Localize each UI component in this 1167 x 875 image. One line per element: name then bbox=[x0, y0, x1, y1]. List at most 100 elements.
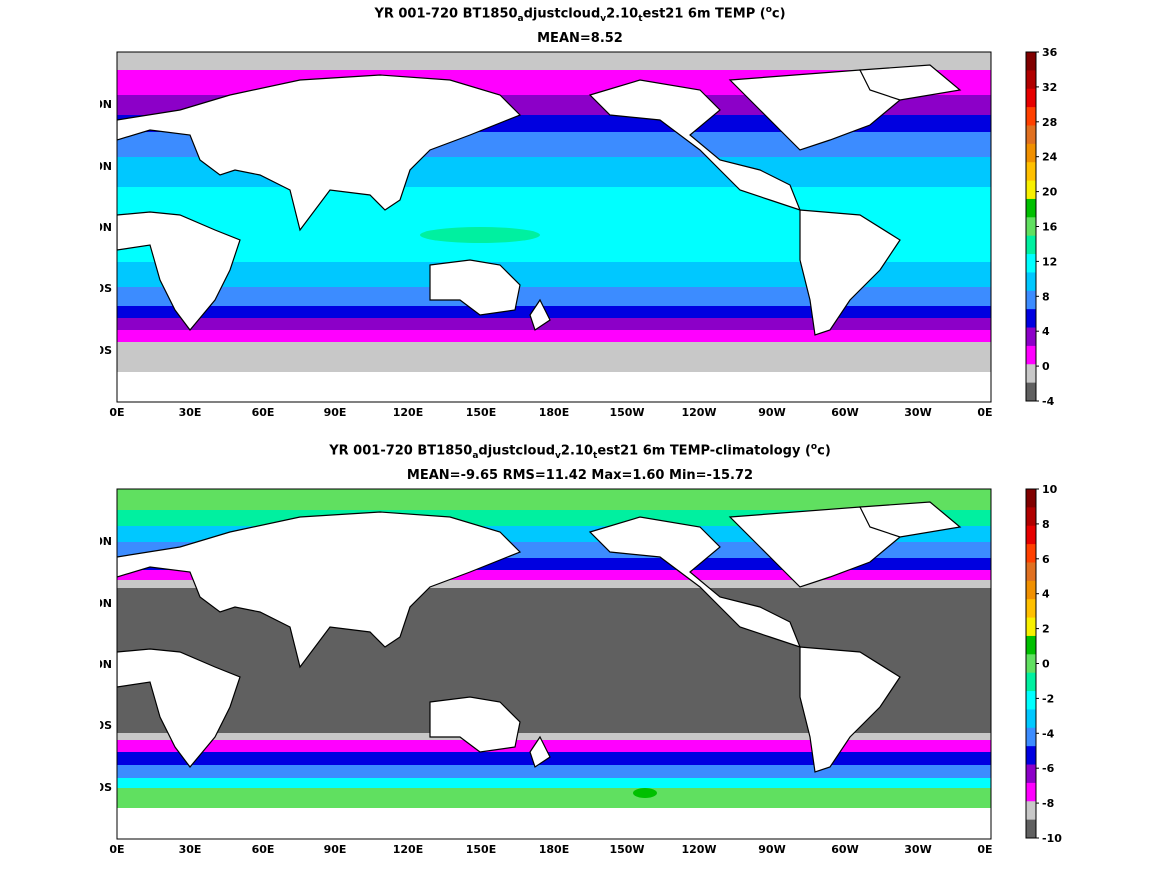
svg-text:0E: 0E bbox=[109, 406, 124, 419]
colorbar-swatch bbox=[1026, 580, 1036, 600]
colorbar-swatch bbox=[1026, 290, 1036, 310]
svg-text:120W: 120W bbox=[681, 843, 716, 856]
colorbar-swatch bbox=[1026, 125, 1036, 145]
svg-text:30N: 30N bbox=[100, 597, 112, 610]
svg-text:30N: 30N bbox=[100, 160, 112, 173]
svg-text:60S: 60S bbox=[100, 781, 112, 794]
svg-text:150W: 150W bbox=[609, 406, 644, 419]
colorbar-swatch bbox=[1026, 382, 1036, 402]
svg-text:90W: 90W bbox=[758, 843, 785, 856]
colorbar-tick-label: 6 bbox=[1042, 553, 1050, 566]
colorbar-swatch bbox=[1026, 801, 1036, 821]
colorbar-swatch bbox=[1026, 764, 1036, 784]
colorbar-swatch bbox=[1026, 70, 1036, 90]
colorbar-tick-label: 4 bbox=[1042, 588, 1050, 601]
svg-text:90E: 90E bbox=[324, 406, 347, 419]
colorbar-swatch bbox=[1026, 143, 1036, 163]
colorbar-swatch bbox=[1026, 180, 1036, 200]
colorbar-swatch bbox=[1026, 52, 1036, 71]
colorbar-tick-label: 16 bbox=[1042, 221, 1058, 234]
svg-text:30S: 30S bbox=[100, 719, 112, 732]
svg-text:60S: 60S bbox=[100, 344, 112, 357]
svg-text:90E: 90E bbox=[324, 843, 347, 856]
colorbar-tick-label: -4 bbox=[1042, 395, 1055, 408]
svg-text:150W: 150W bbox=[609, 843, 644, 856]
svg-text:30S: 30S bbox=[100, 282, 112, 295]
panel2-colorbar: 10 8 6 4 2 0 -2 -4 -6 -8 -10 bbox=[1025, 483, 1062, 845]
svg-text:150E: 150E bbox=[466, 406, 496, 419]
svg-text:120E: 120E bbox=[393, 406, 423, 419]
svg-text:60N: 60N bbox=[100, 98, 112, 111]
colorbar-swatch bbox=[1026, 162, 1036, 182]
svg-text:0E: 0E bbox=[109, 843, 124, 856]
colorbar-swatch bbox=[1026, 691, 1036, 710]
colorbar-tick-label: -6 bbox=[1042, 762, 1055, 775]
colorbar-swatch bbox=[1026, 617, 1036, 637]
svg-text:120E: 120E bbox=[393, 843, 423, 856]
panel2-map: 60N 30N 0N 30S 60S 0E 30E 60E 90E 120E 1… bbox=[100, 488, 993, 856]
colorbar-tick-label: 8 bbox=[1042, 290, 1050, 303]
colorbar-swatch bbox=[1026, 345, 1036, 365]
colorbar-swatch bbox=[1026, 782, 1036, 802]
panel2-x-ticks: 0E 30E 60E 90E 120E 150E 180E 150W 120W … bbox=[109, 843, 992, 856]
svg-text:0E: 0E bbox=[977, 843, 992, 856]
colorbar-swatch bbox=[1026, 562, 1036, 582]
svg-text:60W: 60W bbox=[831, 843, 858, 856]
svg-text:30E: 30E bbox=[179, 843, 202, 856]
svg-text:0N: 0N bbox=[100, 658, 112, 671]
svg-text:30W: 30W bbox=[904, 406, 931, 419]
continents bbox=[117, 64, 962, 336]
colorbar-swatch bbox=[1026, 198, 1036, 218]
colorbar-tick-label: -8 bbox=[1042, 797, 1054, 810]
colorbar-tick-label: 4 bbox=[1042, 325, 1050, 338]
colorbar-swatch bbox=[1026, 88, 1036, 108]
colorbar-tick-label: 8 bbox=[1042, 518, 1050, 531]
colorbar-tick-label: -2 bbox=[1042, 692, 1054, 705]
colorbar-swatch bbox=[1026, 727, 1036, 747]
colorbar-swatch bbox=[1026, 507, 1036, 527]
colorbar-tick-label: 32 bbox=[1042, 81, 1057, 94]
colorbar-swatch bbox=[1026, 525, 1036, 545]
colorbar-tick-label: 2 bbox=[1042, 623, 1050, 636]
panel2-y-ticks: 60N 30N 0N 30S 60S bbox=[100, 535, 112, 794]
colorbar-swatch bbox=[1026, 635, 1036, 655]
colorbar-swatch bbox=[1026, 107, 1036, 126]
svg-text:60N: 60N bbox=[100, 535, 112, 548]
panel1-title: YR 001-720 BT1850adjustcloudv2.10test21 … bbox=[374, 5, 786, 24]
colorbar-swatch bbox=[1026, 217, 1036, 237]
panel2-stats: MEAN=-9.65 RMS=11.42 Max=1.60 Min=-15.72 bbox=[406, 468, 754, 483]
svg-text:60E: 60E bbox=[252, 843, 275, 856]
colorbar-tick-label: 36 bbox=[1042, 46, 1058, 59]
colorbar-swatch bbox=[1026, 364, 1036, 384]
colorbar-swatch bbox=[1026, 235, 1036, 255]
colorbar-swatch bbox=[1026, 599, 1036, 619]
colorbar-swatch bbox=[1026, 544, 1036, 563]
colorbar-tick-label: -4 bbox=[1042, 727, 1055, 740]
svg-text:30W: 30W bbox=[904, 843, 931, 856]
svg-text:60E: 60E bbox=[252, 406, 275, 419]
colorbar-swatch bbox=[1026, 672, 1036, 692]
colorbar-tick-label: 0 bbox=[1042, 360, 1050, 373]
panel1-stats: MEAN=8.52 bbox=[537, 31, 623, 46]
panel1-x-ticks: 0E 30E 60E 90E 120E 150E 180E 150W 120W … bbox=[109, 406, 992, 419]
colorbar-swatch bbox=[1026, 489, 1036, 508]
svg-text:180E: 180E bbox=[539, 843, 569, 856]
colorbar-tick-label: -10 bbox=[1042, 832, 1062, 845]
colorbar-swatch bbox=[1026, 654, 1036, 674]
svg-text:0N: 0N bbox=[100, 221, 112, 234]
colorbar-swatch bbox=[1026, 309, 1036, 329]
svg-text:30E: 30E bbox=[179, 406, 202, 419]
svg-text:90W: 90W bbox=[758, 406, 785, 419]
panel1-colorbar: 36 32 28 24 20 16 12 8 4 0 -4 bbox=[1025, 46, 1058, 408]
colorbar-swatch bbox=[1026, 327, 1036, 347]
colorbar-tick-label: 20 bbox=[1042, 186, 1058, 199]
colorbar-swatch bbox=[1026, 254, 1036, 273]
svg-text:180E: 180E bbox=[539, 406, 569, 419]
colorbar-swatch bbox=[1026, 272, 1036, 292]
svg-text:150E: 150E bbox=[466, 843, 496, 856]
colorbar-tick-label: 12 bbox=[1042, 255, 1057, 268]
svg-text:60W: 60W bbox=[831, 406, 858, 419]
svg-text:0E: 0E bbox=[977, 406, 992, 419]
svg-text:120W: 120W bbox=[681, 406, 716, 419]
colorbar-tick-label: 0 bbox=[1042, 658, 1050, 671]
